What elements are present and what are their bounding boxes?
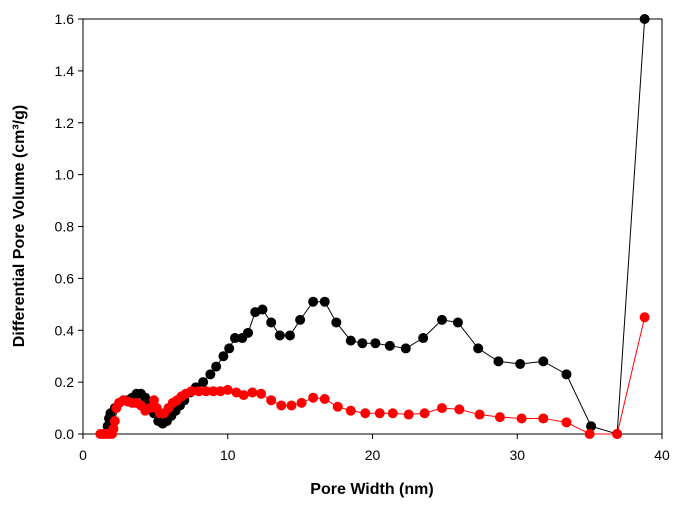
data-point <box>454 404 465 415</box>
data-point <box>436 403 447 414</box>
data-point <box>144 403 155 414</box>
data-point <box>211 361 222 372</box>
data-point <box>266 317 277 328</box>
y-tick-label: 0.8 <box>55 219 75 235</box>
y-tick-label: 0.2 <box>55 374 75 390</box>
data-point <box>308 392 319 403</box>
data-point <box>403 409 414 420</box>
data-point <box>319 296 330 307</box>
data-point <box>205 369 216 380</box>
y-tick-label: 1.0 <box>55 167 75 183</box>
data-point <box>639 14 650 24</box>
y-tick-label: 1.2 <box>55 115 75 131</box>
data-point <box>612 429 623 439</box>
data-point <box>296 397 307 408</box>
data-point <box>256 388 267 399</box>
data-point <box>515 358 526 369</box>
data-point <box>360 408 371 419</box>
data-point <box>198 377 209 388</box>
data-point <box>452 317 463 328</box>
plot-frame <box>82 18 663 435</box>
x-tick-label: 20 <box>365 447 381 463</box>
y-tick-label: 0.6 <box>55 270 75 286</box>
data-point <box>418 333 429 344</box>
data-point <box>243 327 254 338</box>
data-point <box>247 387 258 398</box>
data-point <box>295 314 306 325</box>
data-point <box>266 395 277 406</box>
data-point <box>186 386 197 397</box>
data-point <box>516 413 527 424</box>
y-tick-label: 1.4 <box>55 63 75 79</box>
data-point <box>384 340 395 351</box>
data-point <box>474 409 485 420</box>
data-point <box>357 338 368 349</box>
data-point <box>201 386 212 397</box>
data-point <box>561 369 572 380</box>
x-tick-label: 40 <box>654 447 670 463</box>
y-tick-label: 0.4 <box>55 322 75 338</box>
data-point <box>284 330 295 341</box>
data-point <box>218 351 229 362</box>
y-axis-title: Differential Pore Volume (cm³/g) <box>11 105 28 347</box>
data-point <box>286 400 297 411</box>
data-point <box>257 304 268 315</box>
data-point <box>109 416 120 427</box>
data-point <box>224 343 235 354</box>
data-point <box>193 386 204 397</box>
data-point <box>639 312 650 323</box>
x-axis-title: Pore Width (nm) <box>310 481 433 498</box>
data-point <box>561 417 572 428</box>
data-point <box>370 338 381 349</box>
data-point <box>374 408 385 419</box>
data-point <box>419 408 430 419</box>
data-point <box>148 395 159 406</box>
data-point <box>345 405 356 416</box>
data-point <box>319 393 330 404</box>
y-tick-label: 1.6 <box>55 11 75 27</box>
data-point <box>473 343 484 354</box>
data-point <box>229 333 240 344</box>
data-point <box>387 408 398 419</box>
data-point <box>238 390 249 401</box>
data-point <box>108 423 119 434</box>
data-point <box>222 384 233 395</box>
data-point <box>276 400 287 411</box>
x-tick-label: 0 <box>79 447 87 463</box>
data-point <box>331 317 342 328</box>
data-point <box>140 392 151 403</box>
data-point <box>586 421 597 432</box>
data-point <box>308 296 319 307</box>
data-point <box>493 356 504 367</box>
y-tick-label: 0.0 <box>55 426 75 442</box>
data-point <box>538 413 549 424</box>
data-point <box>400 343 411 354</box>
data-point <box>274 330 285 341</box>
data-point <box>345 335 356 346</box>
data-point <box>584 429 595 439</box>
x-tick-label: 30 <box>509 447 525 463</box>
data-point <box>332 401 343 412</box>
data-point <box>208 386 219 397</box>
data-point <box>436 314 447 325</box>
data-point <box>494 412 505 423</box>
data-point <box>538 356 549 367</box>
x-tick-label: 10 <box>220 447 236 463</box>
